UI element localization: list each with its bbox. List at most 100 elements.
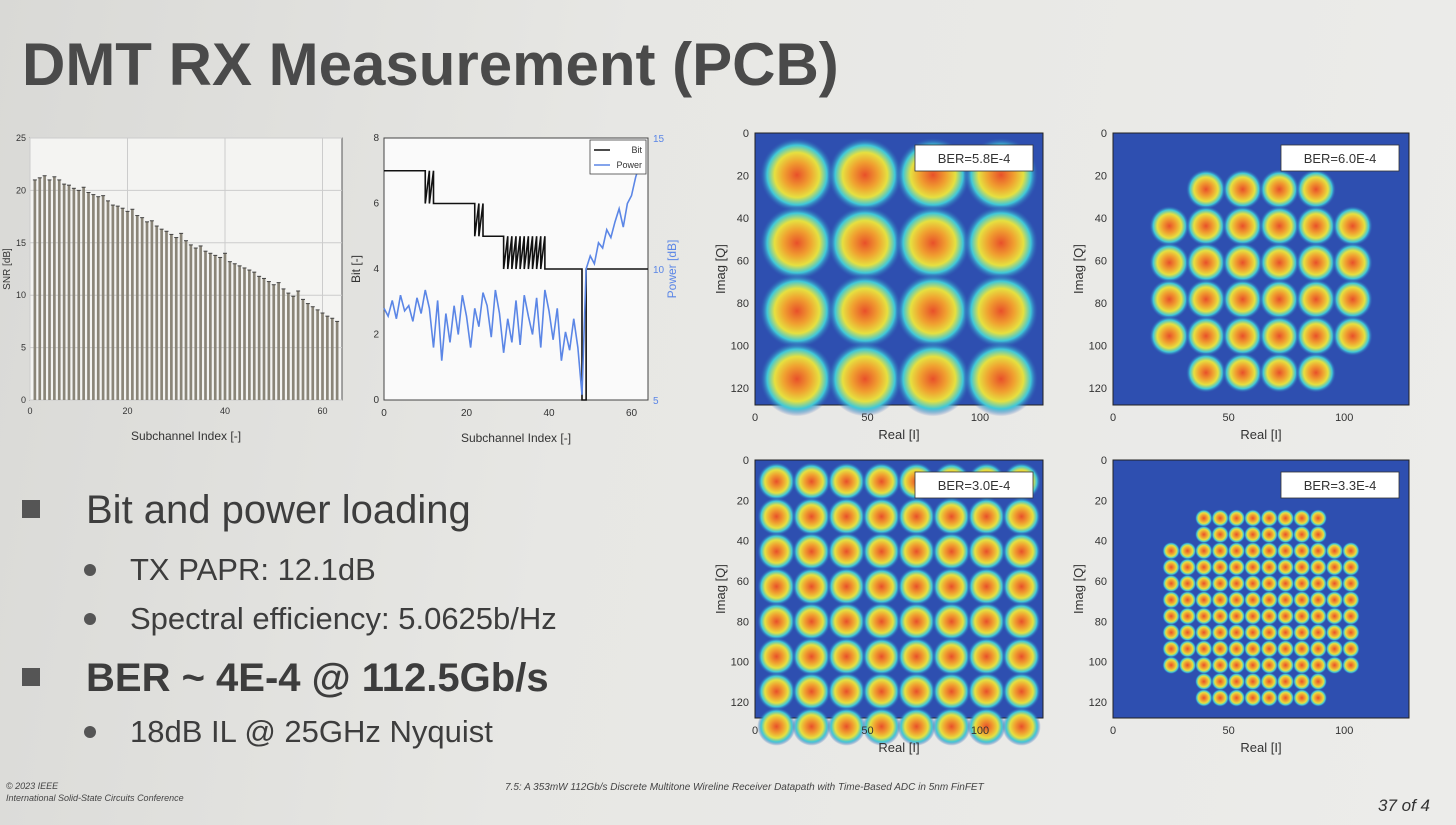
constellation-cluster <box>967 497 1006 536</box>
y-tick-label: 60 <box>737 576 749 588</box>
y-tick-label: 2 <box>373 330 379 341</box>
bar <box>174 237 178 400</box>
constellation-cluster <box>757 567 796 606</box>
y2-tick-label: 10 <box>653 265 665 276</box>
x-axis-label: Real [I] <box>878 427 919 442</box>
constellation-cluster <box>1341 590 1360 609</box>
y-tick-label: 80 <box>1095 616 1107 628</box>
constellation-cluster <box>1309 688 1328 707</box>
y2-tick-label: 15 <box>653 134 665 145</box>
bullet-text: Spectral efficiency: 5.0625b/Hz <box>130 601 557 636</box>
x-axis-label: Subchannel Index [-] <box>461 431 571 445</box>
constellation-cluster <box>1222 315 1263 357</box>
x-tick-label: 100 <box>1335 412 1353 424</box>
bar <box>301 299 305 400</box>
constellation-cluster <box>827 567 866 606</box>
constellation-cluster <box>1309 574 1328 593</box>
y-tick-label: 20 <box>737 171 749 183</box>
series-line-power <box>383 143 645 395</box>
constellation-cluster <box>1002 567 1041 606</box>
constellation-cluster <box>1309 639 1328 658</box>
x-tick-label: 0 <box>752 412 758 424</box>
bar <box>204 251 207 400</box>
x-tick-label: 60 <box>626 408 638 419</box>
y-tick-label: 60 <box>737 256 749 268</box>
constellation-cluster <box>967 707 1006 746</box>
constellation-cluster <box>897 672 936 711</box>
bar <box>287 293 290 400</box>
legend-box <box>589 139 647 175</box>
constellation-cluster <box>897 707 936 746</box>
constellation-cluster <box>1211 590 1230 609</box>
bar <box>291 296 295 400</box>
constellation-cluster <box>1227 509 1246 528</box>
constellation-cluster <box>1243 590 1262 609</box>
constellation-cluster <box>1260 590 1279 609</box>
constellation-cluster <box>1332 315 1373 357</box>
constellation-cluster <box>862 707 901 746</box>
constellation-cluster <box>1259 169 1300 210</box>
constellation-cluster <box>1260 656 1279 675</box>
constellation-cluster <box>1149 242 1190 283</box>
constellation-cluster <box>1276 509 1295 528</box>
constellation-cluster <box>862 497 901 536</box>
bar <box>179 233 183 400</box>
constellation-cluster <box>1194 672 1213 691</box>
bar <box>155 226 159 400</box>
bar <box>277 282 280 400</box>
bit-power-chart-svg: 0 2 4 6 8 5 10 15 0 20 40 60 Bit Power Subchannel Inde… <box>349 133 679 445</box>
constellation-cluster <box>1149 279 1190 320</box>
constellation-cluster <box>1292 672 1311 691</box>
bar <box>267 281 271 400</box>
constellation-cluster <box>1292 558 1311 577</box>
series-line-bit <box>384 169 648 401</box>
bullet-text: Bit and power loading <box>86 488 471 532</box>
bullet-ber: BER ~ 4E-4 @ 112.5Gb/s <box>22 656 549 701</box>
constellation-cluster <box>1276 607 1295 626</box>
constellation-cluster <box>1309 558 1328 577</box>
bar <box>296 291 300 400</box>
y-tick-label: 120 <box>731 697 749 709</box>
bar <box>165 231 168 400</box>
ber-box <box>914 144 1034 172</box>
constellation-cluster <box>1260 639 1279 658</box>
x-tick-label: 60 <box>317 406 327 416</box>
bar <box>145 221 149 400</box>
x-axis-label: Real [I] <box>1240 740 1281 755</box>
constellation-cluster <box>1325 558 1344 577</box>
constellation-cluster <box>1309 590 1328 609</box>
constellation-cluster <box>1227 672 1246 691</box>
x-tick-label: 40 <box>543 408 555 419</box>
y-tick-label: 80 <box>1095 298 1107 310</box>
y-tick-label: 20 <box>1095 495 1107 507</box>
constellation-128-svg: 0 20 40 60 80 100 120 0 50 100 Real [I] Imag [Q] BER… <box>1071 455 1410 755</box>
x-axis-label: Real [I] <box>1240 427 1281 442</box>
round-bullet-icon <box>84 725 96 738</box>
constellation-cluster <box>1243 525 1262 544</box>
constellation-cluster <box>1162 541 1181 560</box>
bar <box>311 306 315 400</box>
constellation-cluster <box>1149 205 1190 247</box>
constellation-panel-16: 0 20 40 60 80 100 120 0 50 100 Real [I] Imag [Q] BER… <box>700 125 1055 455</box>
constellation-cluster <box>1309 656 1328 675</box>
y-tick-label: 40 <box>1095 536 1107 548</box>
constellation-cluster <box>1194 590 1213 609</box>
y-tick-label: 20 <box>16 185 26 195</box>
bar <box>126 211 129 400</box>
constellation-cluster <box>1162 558 1181 577</box>
constellation-cluster <box>1243 672 1262 691</box>
constellation-cluster <box>1194 509 1213 528</box>
constellation-cluster <box>757 637 796 676</box>
x-tick-label: 0 <box>27 406 32 416</box>
constellation-cluster <box>1332 242 1373 283</box>
constellation-64-svg: 0 20 40 60 80 100 120 0 50 100 Real [I] Imag [Q] BER… <box>713 455 1044 755</box>
constellation-cluster <box>1309 525 1328 544</box>
constellation-cluster <box>1222 205 1263 247</box>
constellation-cluster <box>1276 590 1295 609</box>
bar <box>92 194 95 400</box>
constellation-cluster <box>1227 525 1246 544</box>
bullet-bit-power-loading: Bit and power loading <box>22 488 471 533</box>
constellation-cluster <box>1309 541 1328 560</box>
constellation-16-svg: 0 20 40 60 80 100 120 0 50 100 Real [I] Imag [Q] BER… <box>713 128 1044 442</box>
constellation-cluster <box>862 637 901 676</box>
